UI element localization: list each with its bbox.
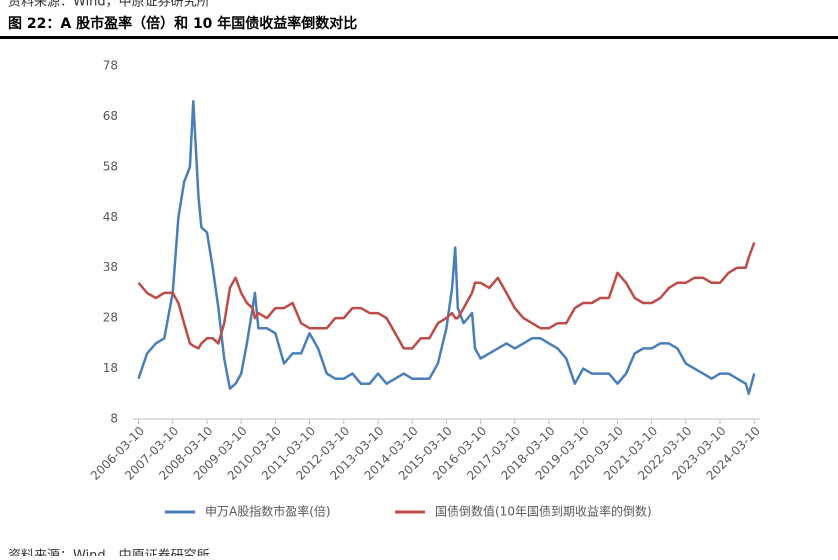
legend-label: 国债倒数值(10年国债到期收益率的倒数) — [435, 504, 652, 519]
series-line — [137, 242, 756, 350]
legend-label: 申万A股指数市盈率(倍) — [205, 504, 331, 519]
y-tick-label: 48 — [103, 210, 118, 224]
y-tick-label: 28 — [103, 311, 118, 325]
y-tick-label: 38 — [103, 260, 118, 274]
series-line — [137, 100, 756, 396]
y-tick-label: 8 — [110, 412, 118, 426]
source-bottom: 资料来源：Wind，中原证券研究所 — [8, 548, 210, 557]
figure-title: 图 22：A 股市盈率（倍）和 10 年国债收益率倒数对比 — [8, 15, 357, 32]
y-tick-label: 18 — [103, 361, 118, 375]
source-top: 资料来源：Wind，中原证券研究所 — [8, 0, 210, 10]
y-tick-label: 68 — [103, 109, 118, 123]
title-rule — [0, 36, 838, 39]
y-tick-label: 58 — [103, 159, 118, 173]
y-tick-label: 78 — [103, 59, 118, 73]
